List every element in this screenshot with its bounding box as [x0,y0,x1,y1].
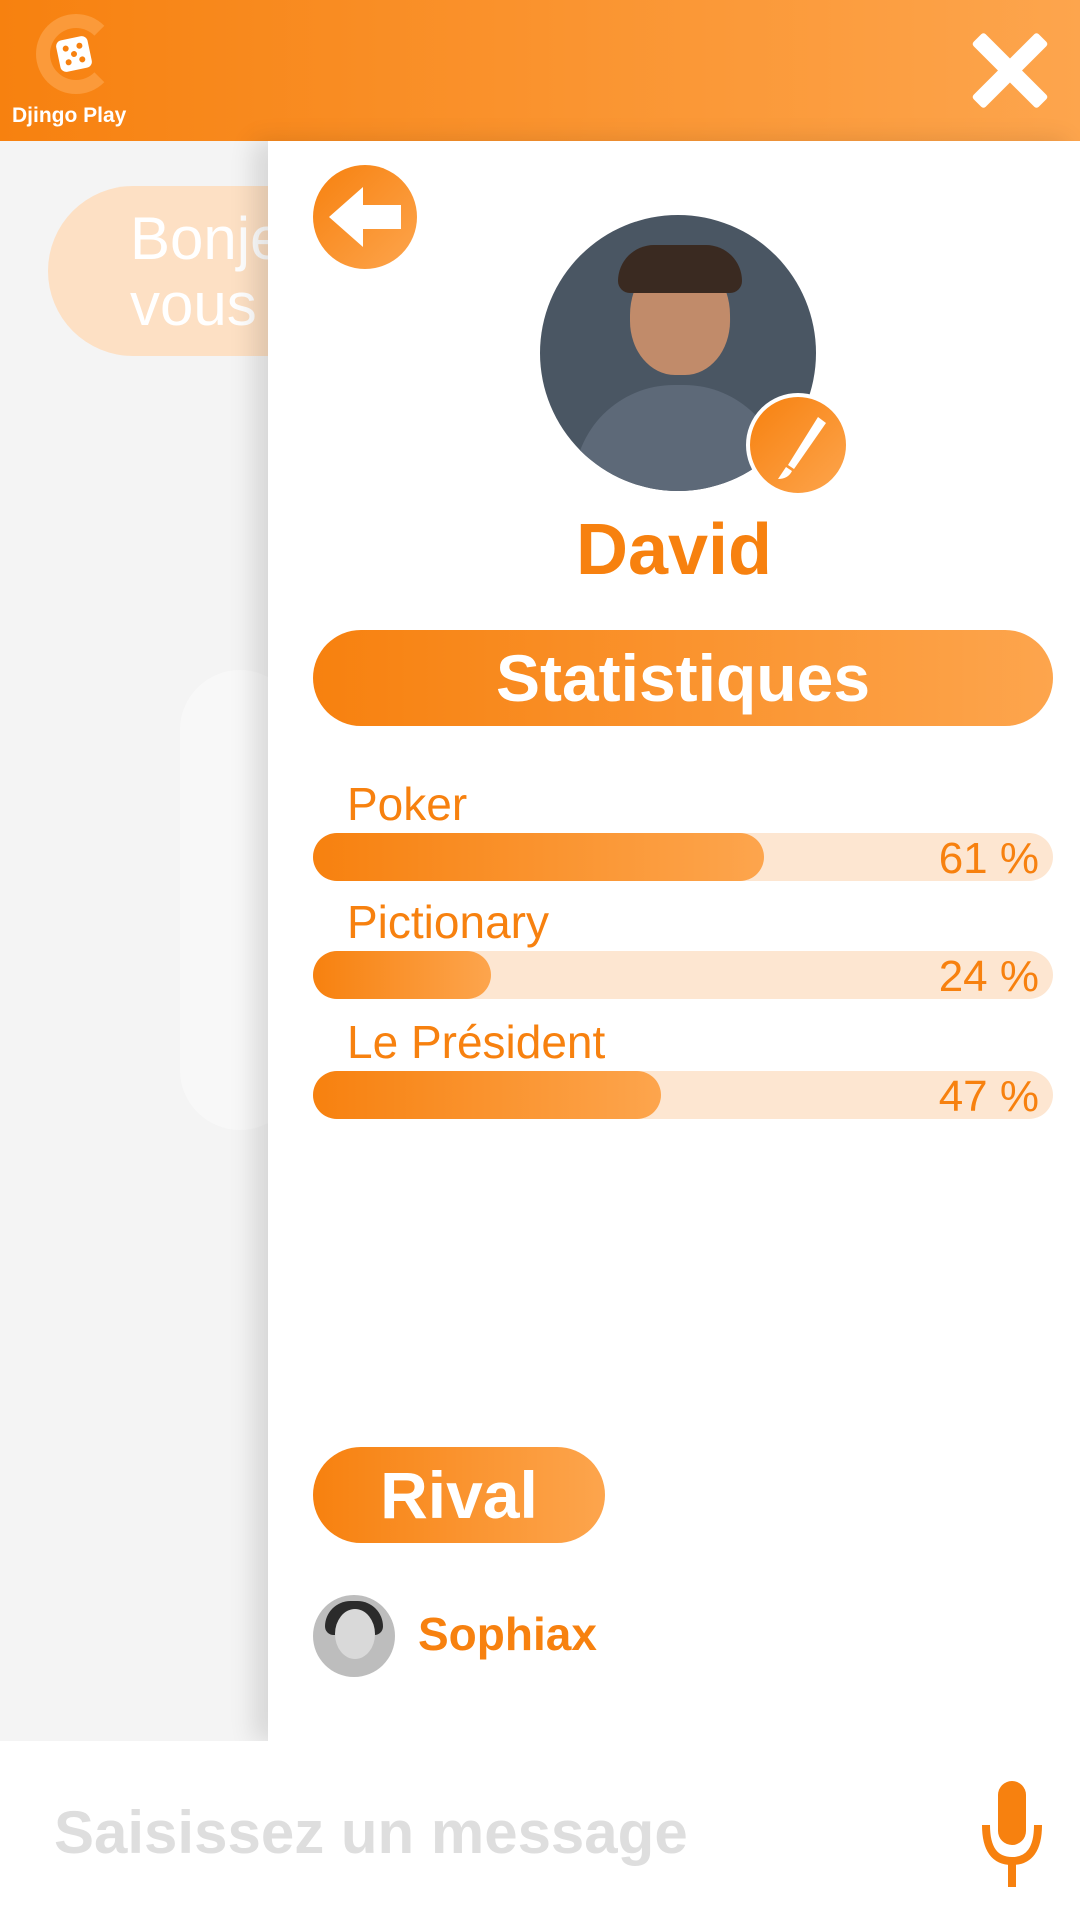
message-bar [0,1741,1080,1920]
app-logo[interactable]: Djingo Play [10,10,135,135]
logo-text: Djingo Play [12,104,127,127]
edit-profile-button[interactable] [746,393,850,497]
stats-title: Statistiques [313,630,1053,726]
profile-name: David [575,510,773,590]
stat-label: Poker [347,778,468,830]
stat-label: Le Président [347,1016,606,1068]
stat-progress-fill [313,833,765,881]
rival-title: Rival [313,1447,605,1543]
stat-percent: 24 % [938,952,1039,1001]
stat-percent: 61 % [938,834,1039,883]
stat-progress-fill [313,951,491,999]
close-icon[interactable] [970,30,1050,110]
dice-icon [55,35,93,73]
back-button[interactable] [313,165,417,269]
stat-percent: 47 % [938,1072,1039,1121]
chat-bubble: Bonje vous [48,186,408,356]
stat-progress-fill [313,1071,661,1119]
brush-icon [778,417,826,479]
profile-panel: David Statistiques Poker 61 % Pictionary… [268,141,1080,1741]
message-input[interactable] [52,1791,916,1873]
arrow-left-icon [329,187,401,247]
stat-label: Pictionary [347,896,549,948]
rival-avatar[interactable] [313,1595,395,1677]
stat-progress-bar: 61 % [313,833,1053,883]
chat-bubble-text: Bonje vous [130,205,284,338]
stat-progress-bar: 24 % [313,951,1053,1001]
profile-avatar [540,215,816,491]
app-header: Djingo Play [0,0,1080,141]
stat-progress-bar: 47 % [313,1071,1053,1121]
microphone-icon[interactable] [982,1781,1042,1891]
rival-name[interactable]: Sophiax [418,1608,597,1660]
